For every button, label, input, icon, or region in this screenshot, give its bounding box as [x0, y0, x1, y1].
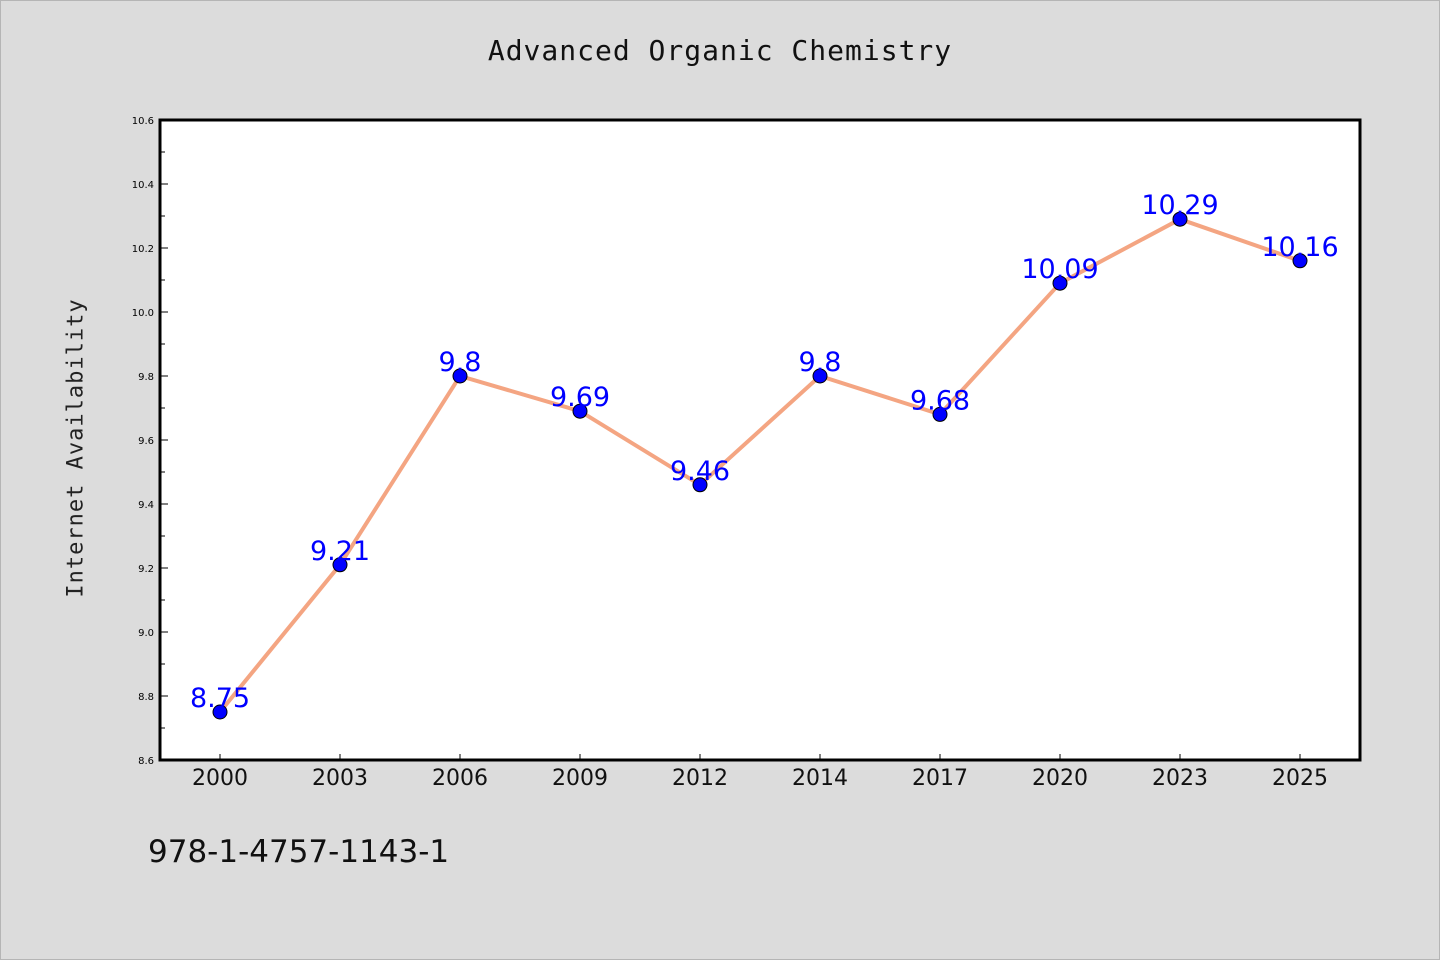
x-tick-label: 2006	[432, 766, 488, 791]
data-point	[692, 477, 708, 493]
data-label: 10.16	[1261, 232, 1338, 263]
series-line	[218, 217, 1302, 714]
y-tick-label: 10.0	[132, 308, 154, 319]
y-tick-label: 10.6	[132, 116, 154, 127]
y-tick-label: 9.2	[138, 564, 154, 575]
data-point	[332, 557, 348, 573]
data-label: 9.21	[310, 536, 370, 567]
y-tick-label: 10.2	[132, 244, 154, 255]
x-tick-label: 2023	[1152, 766, 1208, 791]
plot-border	[158, 118, 1362, 762]
x-tick-label: 2003	[312, 766, 368, 791]
data-label: 9.46	[670, 456, 730, 487]
x-tick-label: 2014	[792, 766, 848, 791]
data-point	[1172, 211, 1188, 227]
data-point	[1292, 253, 1308, 269]
y-tick-label: 8.8	[138, 692, 154, 703]
x-tick-label: 2020	[1032, 766, 1088, 791]
data-point	[932, 406, 948, 422]
y-tick-label: 8.6	[138, 756, 154, 767]
data-label: 10.29	[1141, 190, 1218, 221]
y-tick-label: 9.6	[138, 436, 154, 447]
y-tick-label: 10.4	[132, 180, 154, 191]
data-point	[1052, 275, 1068, 291]
y-tick-label: 9.4	[138, 500, 154, 511]
data-label: 9.68	[910, 385, 970, 416]
data-label: 9.8	[799, 347, 842, 378]
data-label: 9.69	[550, 382, 610, 413]
data-point	[212, 704, 228, 720]
x-tick-label: 2012	[672, 766, 728, 791]
y-tick-label: 9.8	[138, 372, 154, 383]
y-tick-label: 9.0	[138, 628, 154, 639]
data-point	[572, 403, 588, 419]
chart-title: Advanced Organic Chemistry	[487, 34, 953, 67]
data-label: 9.8	[439, 347, 482, 378]
plot-area	[160, 120, 1360, 760]
x-tick-label: 2025	[1272, 766, 1328, 791]
isbn-text: 978-1-4757-1143-1	[148, 834, 450, 870]
data-point	[452, 368, 468, 384]
data-point	[812, 368, 828, 384]
data-label: 10.09	[1021, 254, 1098, 285]
x-tick-label: 2000	[192, 766, 248, 791]
data-label: 8.75	[190, 683, 250, 714]
x-tick-label: 2009	[552, 766, 608, 791]
x-tick-label: 2017	[912, 766, 968, 791]
